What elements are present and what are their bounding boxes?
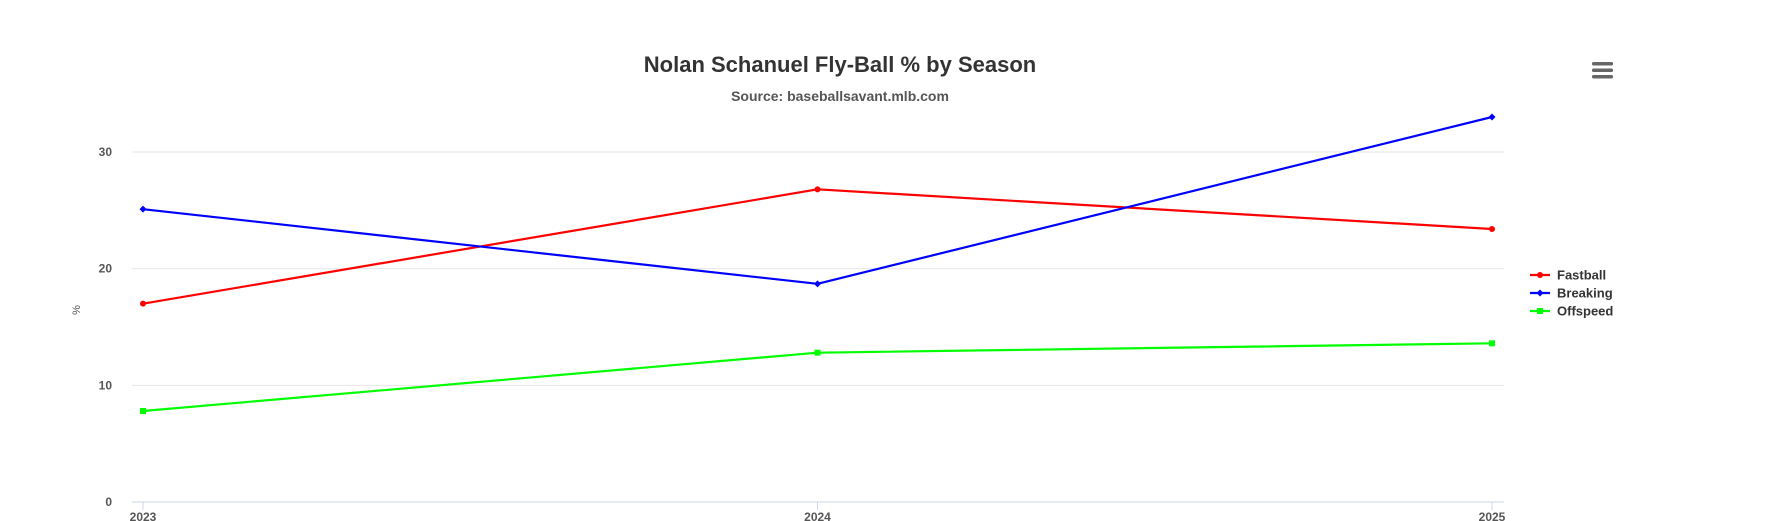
x-tick-label: 2024 [804, 510, 831, 521]
y-tick-label: 10 [99, 378, 113, 392]
y-tick-label: 20 [99, 262, 113, 276]
chart-subtitle: Source: baseballsavant.mlb.com [731, 88, 949, 104]
legend-label: Offspeed [1557, 304, 1613, 319]
offspeed-point [814, 349, 821, 356]
legend-swatch-marker [1537, 272, 1543, 278]
x-tick-label: 2025 [1479, 510, 1506, 521]
legend-swatch-marker [1537, 308, 1543, 314]
legend-item-fastball: Fastball [1530, 268, 1606, 283]
y-axis-title: % [71, 305, 83, 315]
legend-item-breaking: Breaking [1530, 286, 1613, 301]
chart-menu-button[interactable] [1590, 58, 1614, 82]
legend-label: Breaking [1557, 286, 1613, 301]
hamburger-menu-icon [1592, 62, 1613, 79]
legend-label: Fastball [1557, 268, 1606, 283]
fastball-point [140, 300, 146, 307]
legend-item-offspeed: Offspeed [1530, 304, 1613, 319]
breaking-point [814, 280, 821, 288]
offspeed-point [1489, 340, 1495, 347]
legend-swatch-marker [1536, 289, 1544, 297]
breaking-point [139, 205, 147, 213]
series-lines [139, 113, 1496, 414]
axes: 0 10 20 30 2023 2024 2025 [99, 145, 1506, 521]
gridlines [132, 151, 1504, 386]
chart-title: Nolan Schanuel Fly-Ball % by Season [644, 52, 1036, 77]
series-fastball [140, 186, 1495, 307]
y-tick-label: 30 [99, 145, 113, 159]
breaking-point [1488, 113, 1496, 121]
fastball-point [814, 186, 821, 193]
y-tick-label: 0 [105, 495, 112, 509]
x-tick-label: 2023 [130, 510, 157, 521]
series-offspeed [140, 340, 1495, 414]
fastball-point [1489, 226, 1495, 232]
offspeed-point [140, 408, 146, 414]
legend: Fastball Breaking Offspeed [1530, 268, 1613, 319]
breaking-line [141, 115, 1494, 285]
series-breaking [139, 113, 1496, 288]
